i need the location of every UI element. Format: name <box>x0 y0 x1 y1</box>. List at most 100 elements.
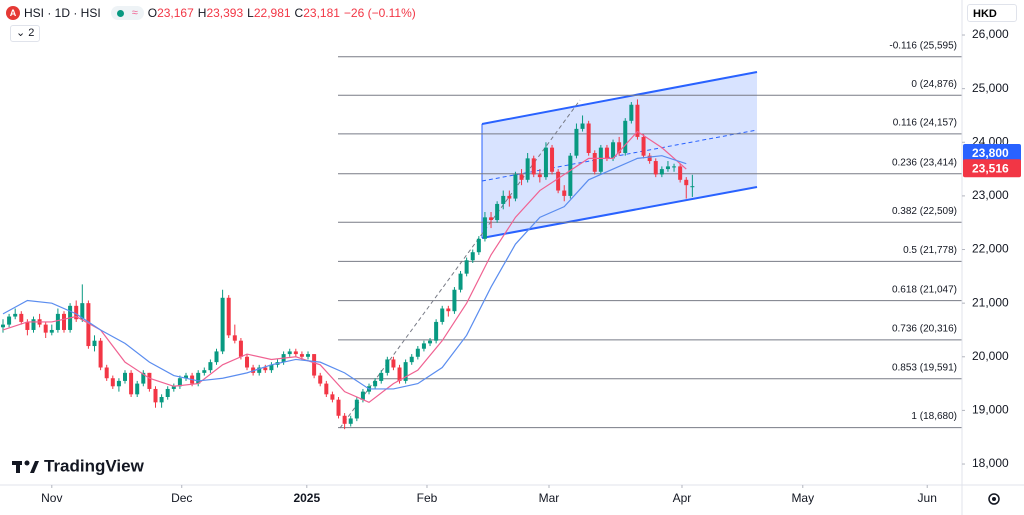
candle-body <box>598 147 603 172</box>
candle-body <box>208 362 213 371</box>
status[interactable]: ≈ <box>110 6 144 20</box>
candle-body <box>580 123 585 129</box>
candle-body <box>428 340 433 344</box>
ohlc-key: L <box>247 6 254 20</box>
candle-body <box>214 351 219 363</box>
y-tick-label: 20,000 <box>972 349 1009 363</box>
ohlc-value: 23,393 <box>206 6 244 20</box>
indicators-toggle[interactable]: ⌄ 2 <box>10 25 41 42</box>
candle-body <box>135 383 140 395</box>
candle-body <box>104 367 109 379</box>
candle-body <box>123 372 128 381</box>
candle-body <box>647 155 652 162</box>
channel-mid <box>481 129 758 182</box>
candle-body <box>495 203 500 221</box>
candle-body <box>177 378 182 387</box>
candle-body <box>13 313 18 317</box>
candle-body <box>403 362 408 381</box>
candle-body <box>7 316 12 325</box>
candle-body <box>421 343 426 349</box>
candle-body <box>641 136 646 156</box>
candle-body <box>110 378 115 387</box>
ohlc-key: O <box>147 6 158 20</box>
candle-body <box>98 340 103 368</box>
candle-body <box>348 418 353 424</box>
candle-body <box>513 174 518 199</box>
candle-body <box>537 174 542 178</box>
candle-body <box>489 217 494 221</box>
fib-label: 0.236 (23,414) <box>892 157 957 168</box>
x-tick-label: Apr <box>673 491 692 505</box>
candle-body <box>336 399 341 416</box>
candle-body <box>92 340 97 347</box>
candle-body <box>147 372 152 389</box>
currency[interactable]: HKD <box>967 4 1017 22</box>
candle-body <box>470 252 475 261</box>
candle-body <box>153 388 158 403</box>
candle-body <box>257 367 262 373</box>
candle-body <box>306 354 311 357</box>
candle-body <box>49 329 54 333</box>
fib-label: 0.736 (20,316) <box>892 323 957 334</box>
candle-body <box>165 388 170 397</box>
x-tick-label: Nov <box>41 491 62 505</box>
candle-body <box>415 348 420 357</box>
candle-body <box>604 147 609 159</box>
channel-bottom <box>481 186 758 239</box>
candle-body <box>397 367 402 381</box>
candle-body <box>86 303 91 347</box>
fib-label: 0.116 (24,157) <box>893 117 957 128</box>
candle-body <box>141 372 146 384</box>
x-tick-label: Dec <box>171 491 192 505</box>
candle-body <box>74 305 79 320</box>
candle-body <box>501 195 506 204</box>
ohlc-value: 23,167 <box>157 6 194 20</box>
candle-body <box>232 335 237 341</box>
candle-body <box>586 123 591 153</box>
candle-body <box>476 238 481 253</box>
candle-body <box>379 372 384 381</box>
symbol[interactable]: HSI · 1D · HSI <box>24 6 101 20</box>
price-tag <box>963 159 1021 178</box>
candle-body <box>592 152 597 172</box>
candle-body <box>629 104 634 121</box>
candle-body <box>238 340 243 357</box>
candle-body <box>690 186 695 188</box>
candle-body <box>324 383 329 395</box>
candle-body <box>129 372 134 395</box>
settings-icon[interactable] <box>988 493 1000 505</box>
fib-trend <box>339 99 581 429</box>
candle-body <box>80 303 85 320</box>
candle-body <box>568 155 573 196</box>
candle-body <box>440 308 445 322</box>
candle-body <box>116 380 121 387</box>
candle-body <box>202 370 207 373</box>
candle-body <box>43 324 48 333</box>
fib-label: 0.5 (21,778) <box>903 245 957 256</box>
y-tick-label: 25,000 <box>972 81 1009 95</box>
candle-body <box>672 166 677 168</box>
candle-body <box>312 354 317 376</box>
x-tick-label: 2025 <box>293 491 320 505</box>
fib-label: 0 (24,876) <box>911 79 957 90</box>
candle-body <box>263 367 268 371</box>
indicator-count: 2 <box>28 27 35 39</box>
watermark: TradingView <box>44 456 145 475</box>
y-tick-label: 22,000 <box>972 242 1009 256</box>
candle-body <box>684 179 689 186</box>
candle-body <box>318 375 323 384</box>
fib-label: 0.618 (21,047) <box>892 284 957 295</box>
candle-body <box>519 174 524 180</box>
candle-body <box>61 313 66 330</box>
x-tick-label: Feb <box>417 491 438 505</box>
candle-body <box>220 297 225 352</box>
x-tick-label: Jun <box>918 491 937 505</box>
candle-body <box>446 308 451 312</box>
candle-body <box>299 354 304 357</box>
candle-body <box>293 351 298 355</box>
candle-body <box>659 169 664 175</box>
candle-body <box>409 356 414 363</box>
candle-body <box>287 351 292 355</box>
y-tick-label: 23,000 <box>972 188 1009 202</box>
candle-body <box>464 260 469 274</box>
